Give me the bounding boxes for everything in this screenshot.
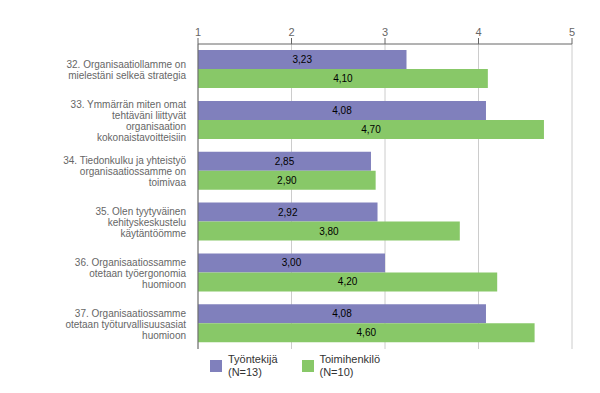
svg-text:34. Tiedonkulku ja yhteistyöor: 34. Tiedonkulku ja yhteistyöorganisaatio…: [63, 155, 186, 188]
svg-text:2: 2: [288, 26, 294, 38]
svg-text:1: 1: [195, 26, 201, 38]
svg-text:3,23: 3,23: [293, 54, 313, 65]
html-text:Työntekijä (N=13): Työntekijä (N=13): [228, 353, 278, 378]
svg-text:3,80: 3,80: [319, 226, 339, 237]
svg-text:4,08: 4,08: [332, 308, 352, 319]
svg-text:37. Organisaatiossammeotetaan: 37. Organisaatiossammeotetaan työturvall…: [65, 307, 186, 340]
svg-text:5: 5: [569, 26, 575, 38]
svg-text:4,08: 4,08: [332, 105, 352, 116]
svg-text:4,10: 4,10: [333, 73, 353, 84]
svg-text:4,60: 4,60: [357, 327, 377, 338]
svg-text:4: 4: [475, 26, 481, 38]
svg-text:36. Organisaatiossammeotetaan: 36. Organisaatiossammeotetaan työergonom…: [75, 256, 187, 289]
svg-text:4,70: 4,70: [361, 124, 381, 135]
svg-text:2,85: 2,85: [275, 156, 295, 167]
svg-text:3,00: 3,00: [282, 257, 302, 268]
svg-text:3: 3: [382, 26, 388, 38]
svg-text:2,90: 2,90: [277, 175, 297, 186]
svg-text:35. Olen tyytyväinenkehityskes: 35. Olen tyytyväinenkehityskeskustelukäy…: [95, 205, 186, 238]
svg-text:32. Organisaatiollamme onmiele: 32. Organisaatiollamme onmielestäni selk…: [66, 58, 186, 80]
svg-text:2,92: 2,92: [278, 207, 298, 218]
svg-text:33. Ymmärrän miten omattehtävä: 33. Ymmärrän miten omattehtäväni liittyv…: [71, 98, 187, 142]
svg-text:4,20: 4,20: [338, 276, 358, 287]
html-text:Toimihenkilö (N=10): Toimihenkilö (N=10): [319, 353, 380, 378]
